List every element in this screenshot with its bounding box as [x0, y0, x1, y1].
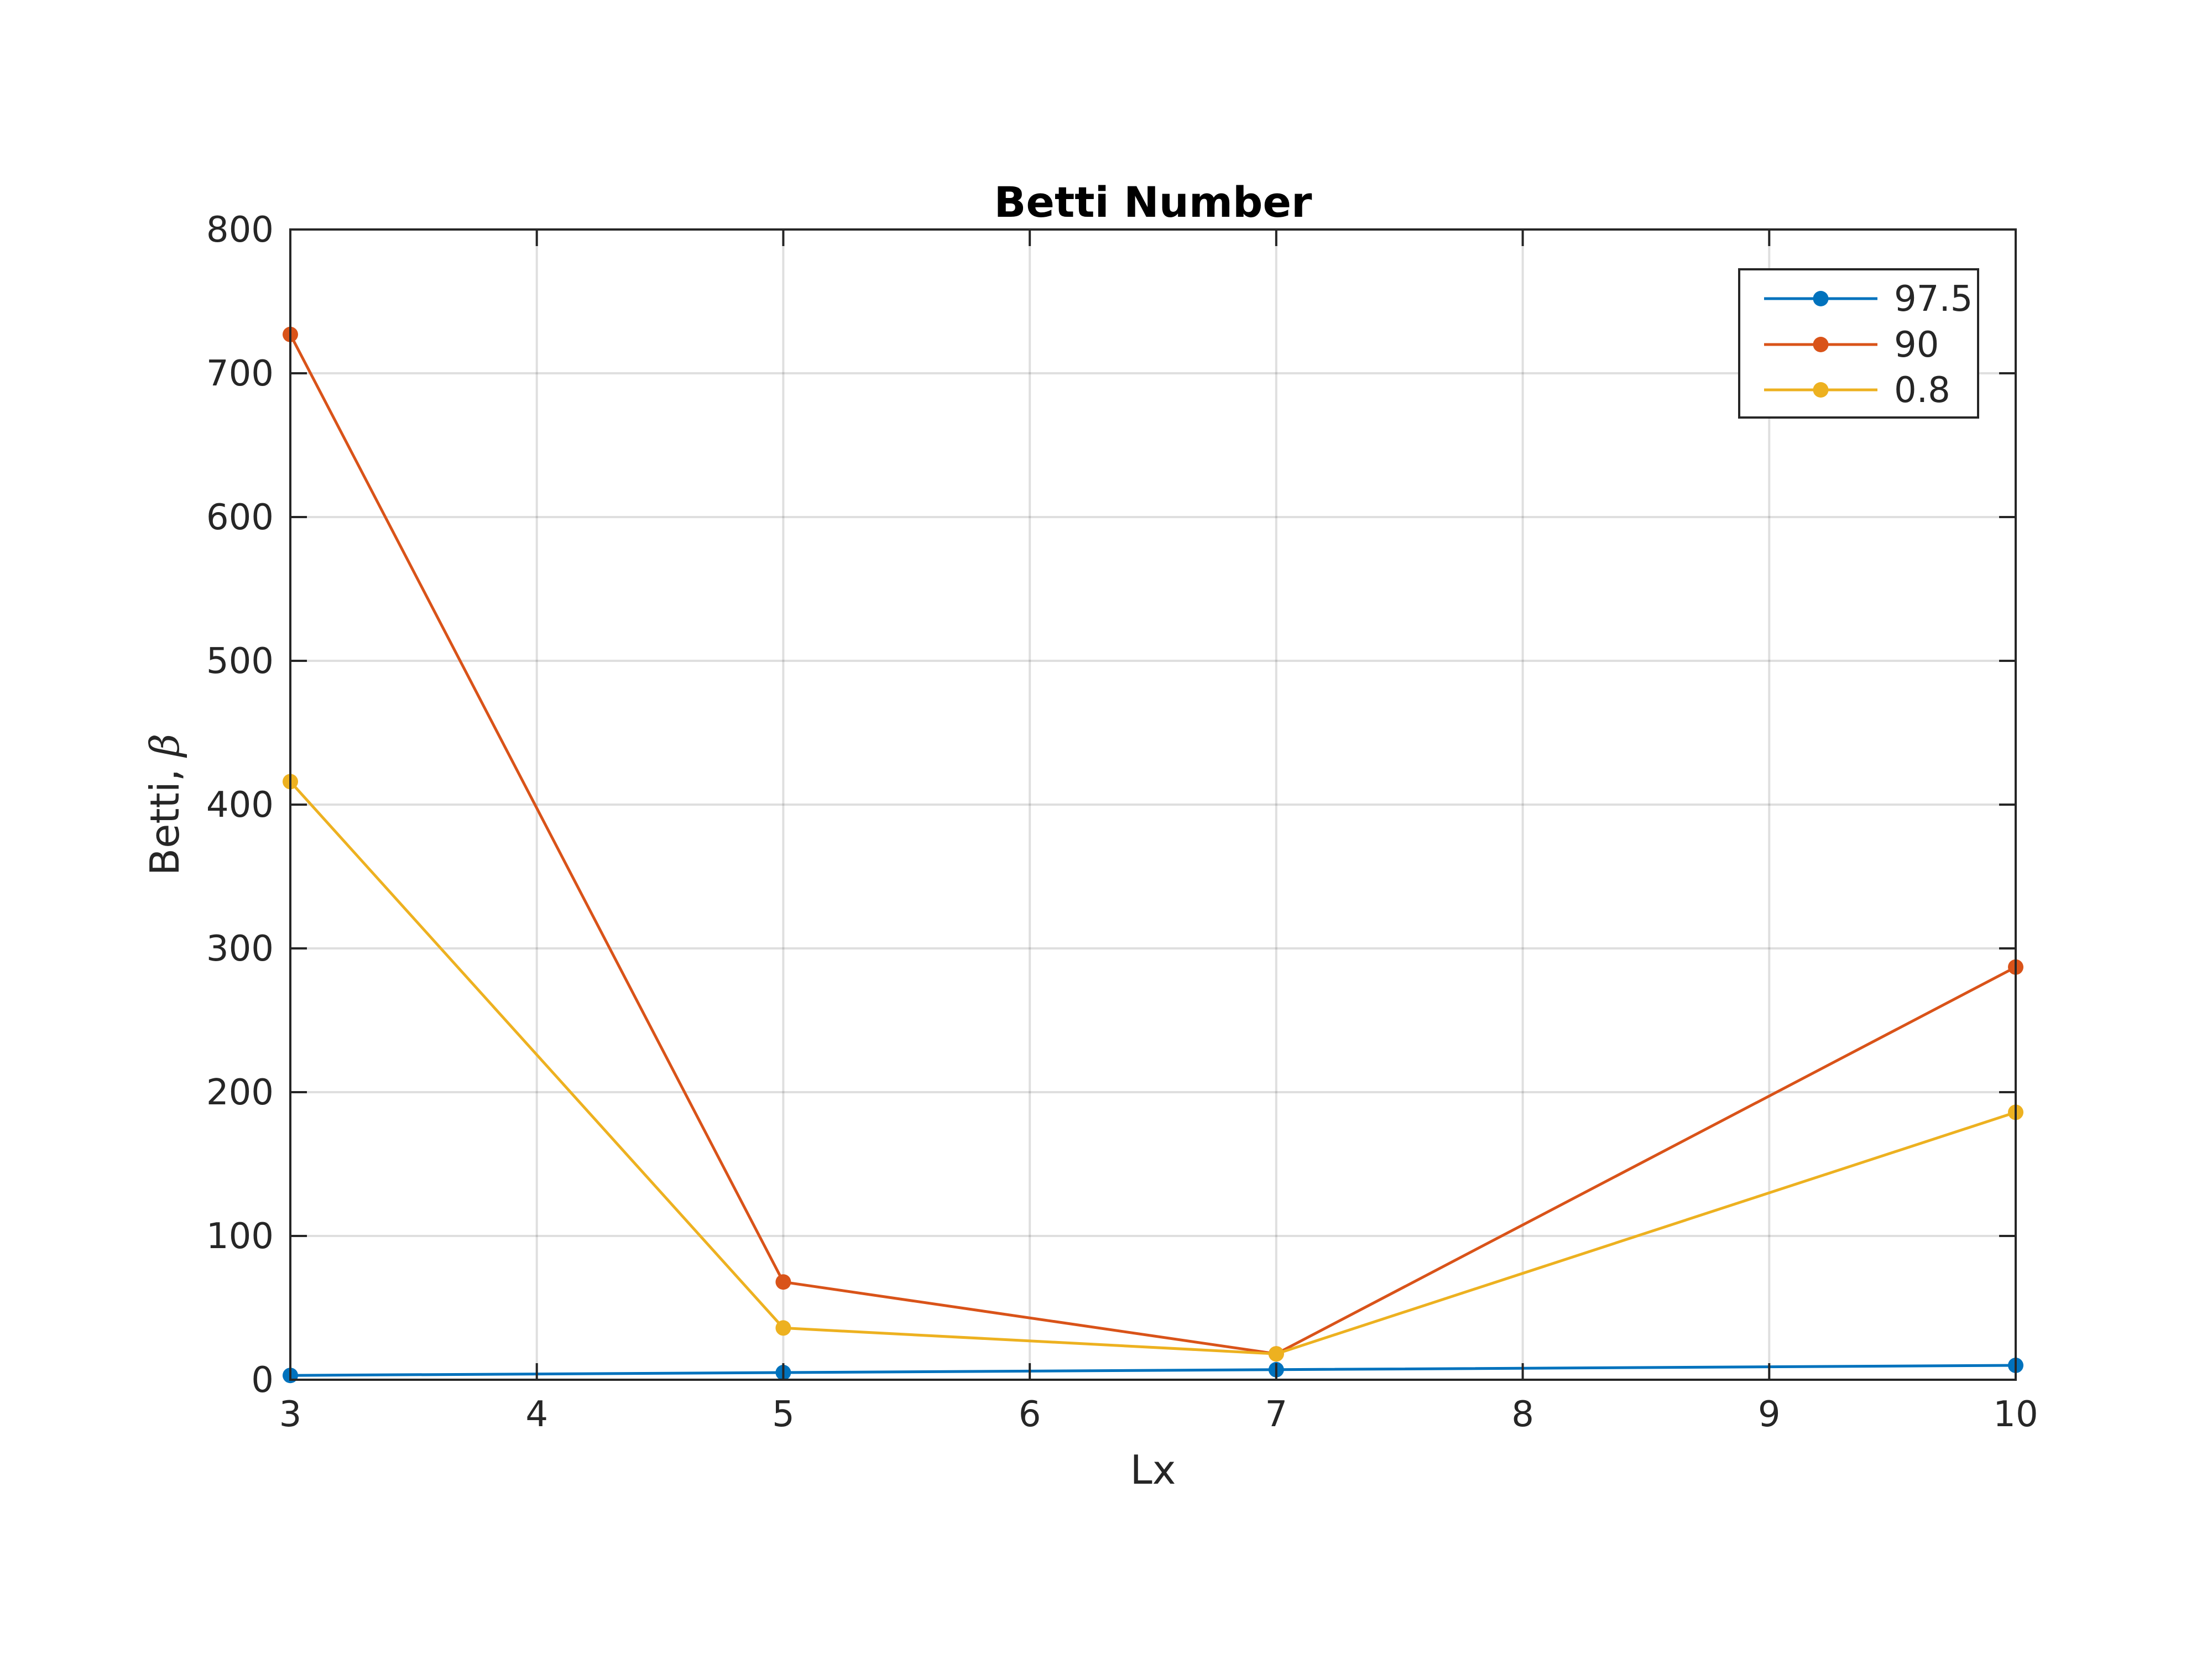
y-tick-label: 0	[251, 1360, 274, 1401]
series-line-0.8	[289, 780, 2016, 1355]
y-tick-label: 700	[206, 353, 274, 394]
data-point-90	[775, 1274, 791, 1290]
x-tick-label: 4	[525, 1394, 548, 1435]
y-axis-label: Betti, β	[142, 734, 188, 876]
y-tick-label: 100	[206, 1216, 274, 1257]
y-tick-label: 400	[206, 785, 274, 826]
x-tick-label: 9	[1758, 1394, 1781, 1435]
x-tick-label: 8	[1511, 1394, 1534, 1435]
y-axis-label-text: Betti,	[142, 769, 188, 875]
x-axis-label: Lx	[1130, 1447, 1176, 1493]
x-tick-label: 5	[772, 1394, 795, 1435]
legend-label-97.5: 97.5	[1894, 279, 1973, 320]
y-tick-label: 200	[206, 1072, 274, 1113]
legend-marker-0.8	[1813, 382, 1829, 398]
legend: 97.5 900.8	[1738, 268, 1979, 419]
x-tick-label: 6	[1019, 1394, 1041, 1435]
y-tick-label: 600	[206, 497, 274, 538]
legend-marker-90	[1813, 337, 1829, 352]
y-tick-label: 800	[206, 210, 274, 251]
x-tick-label: 3	[279, 1394, 302, 1435]
legend-marker-97.5	[1813, 291, 1829, 306]
x-tick-label: 10	[1993, 1394, 2038, 1435]
series-line-90	[289, 333, 2017, 1355]
data-point-0.8	[1268, 1346, 1284, 1362]
ticks	[289, 228, 2017, 1381]
y-axis-label-symbol: β	[142, 734, 188, 759]
legend-label-0.8: 0.8	[1894, 370, 1950, 411]
y-tick-label: 500	[206, 641, 274, 682]
data-point-0.8	[775, 1320, 791, 1336]
y-tick-label: 300	[206, 928, 274, 969]
legend-label-90: 90	[1894, 325, 1939, 366]
plot-area	[290, 229, 2016, 1380]
x-tick-label: 7	[1265, 1394, 1287, 1435]
chart-title: Betti Number	[994, 178, 1312, 227]
